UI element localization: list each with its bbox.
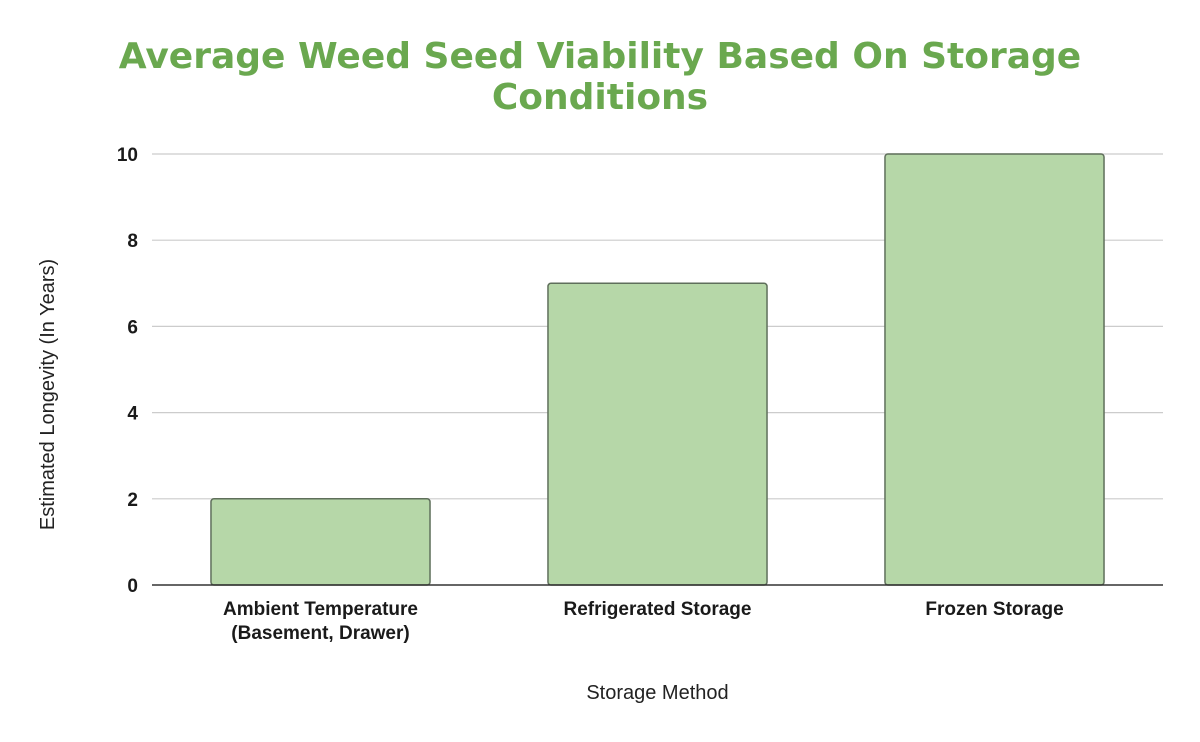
x-category-label: Ambient Temperature (Basement, Drawer)	[223, 599, 418, 644]
y-tick-label: 10	[117, 145, 138, 166]
x-category-label: Refrigerated Storage	[564, 599, 752, 620]
chart-title-line-2: Conditions	[492, 77, 708, 118]
y-tick-label: 2	[127, 490, 138, 511]
chart-title: Average Weed Seed Viability Based On Sto…	[119, 36, 1081, 118]
y-tick-label: 0	[127, 576, 138, 597]
bar	[884, 153, 1105, 586]
x-category-label: Frozen Storage	[925, 599, 1063, 620]
x-axis-title: Storage Method	[586, 682, 728, 704]
x-category-label-line: Frozen Storage	[925, 599, 1063, 620]
y-tick-label: 8	[127, 231, 138, 252]
chart-title-line-1: Average Weed Seed Viability Based On Sto…	[119, 36, 1081, 77]
y-axis-ticks: 0 2 4 6 8 10	[117, 145, 139, 597]
x-axis-categories: Ambient Temperature (Basement, Drawer) Ref…	[223, 599, 1064, 644]
bar	[547, 282, 768, 586]
bar	[210, 498, 431, 586]
y-tick-label: 6	[127, 317, 138, 338]
x-category-label-line: Refrigerated Storage	[564, 599, 752, 620]
y-axis-title: Estimated Longevity (In Years)	[37, 259, 59, 530]
x-category-label-line: (Basement, Drawer)	[231, 623, 409, 644]
bars	[210, 153, 1105, 586]
x-category-label-line: Ambient Temperature	[223, 599, 418, 620]
y-tick-label: 4	[127, 404, 138, 425]
